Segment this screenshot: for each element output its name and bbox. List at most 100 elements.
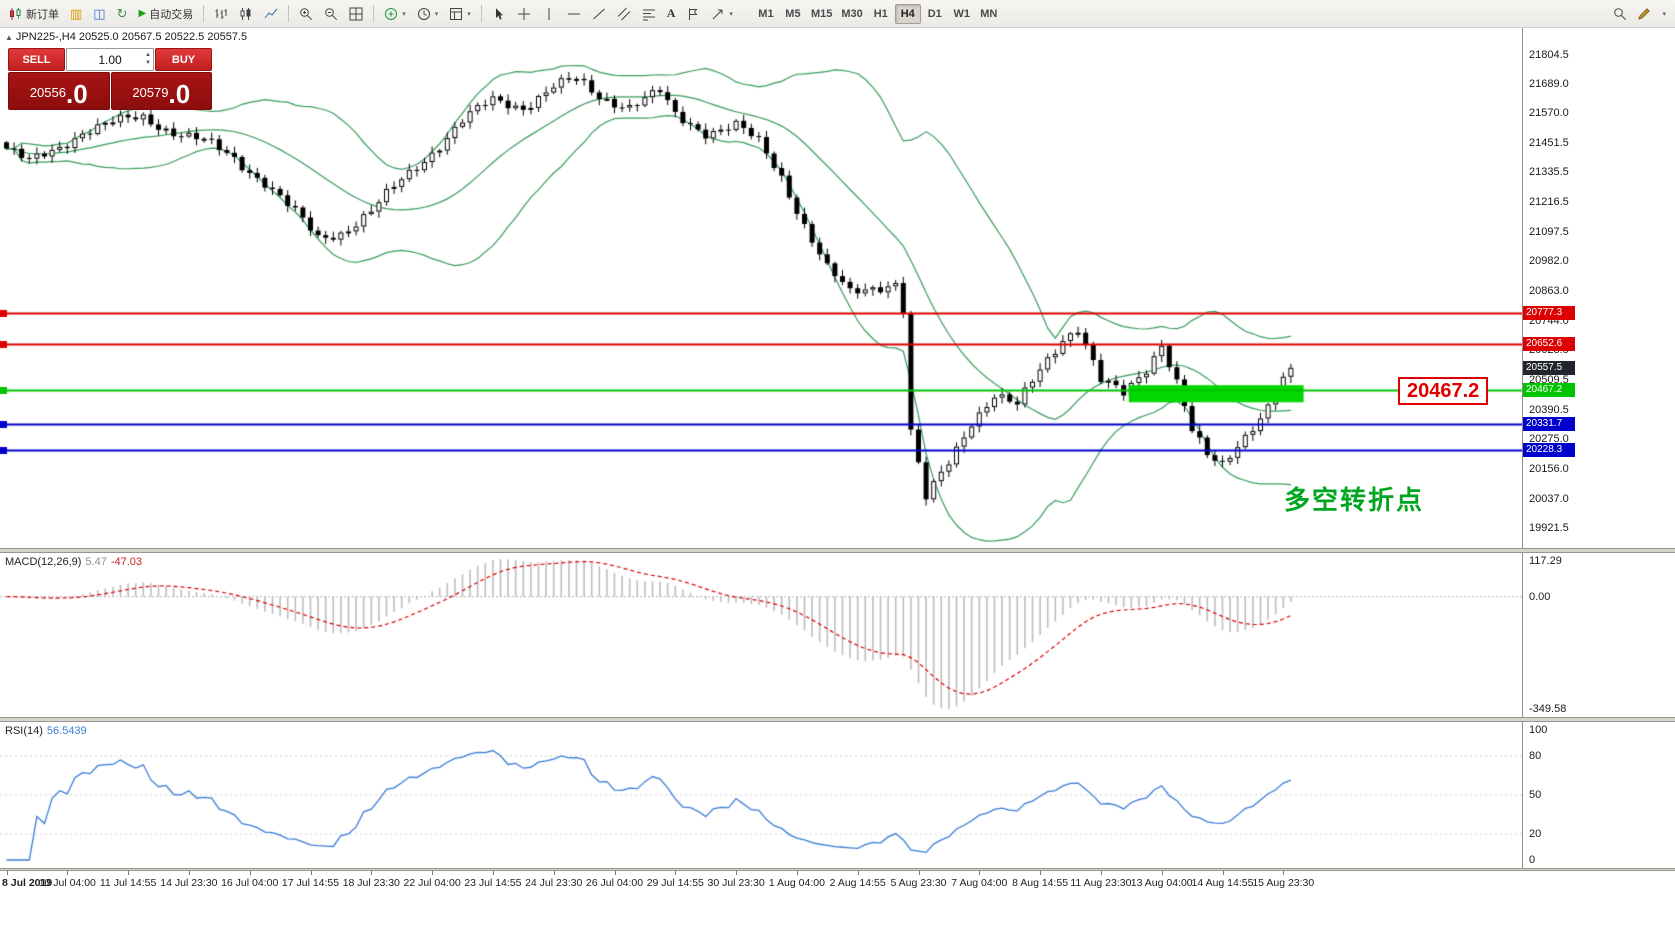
buy-button[interactable]: BUY bbox=[155, 48, 212, 71]
buy-price-box[interactable]: 20579.0 bbox=[110, 72, 212, 110]
rsi-value: 56.5439 bbox=[46, 725, 87, 737]
crosshair-tool-button[interactable] bbox=[512, 3, 536, 25]
macd-value-signal: -47.03 bbox=[110, 556, 143, 568]
toolbar-right-group: ▾ bbox=[1608, 3, 1671, 25]
indicators-button[interactable]: ▾ bbox=[379, 3, 411, 25]
navigator-button[interactable]: ↻ bbox=[112, 3, 133, 25]
timeframe-m5-button[interactable]: M5 bbox=[780, 4, 806, 24]
time-axis-label: 30 Jul 23:30 bbox=[707, 877, 765, 889]
time-axis-label: 11 Aug 23:30 bbox=[1070, 877, 1132, 889]
bar-chart-mode-button[interactable] bbox=[209, 3, 233, 25]
macd-axis[interactable]: 117.29 0.00 -349.58 bbox=[1522, 553, 1675, 717]
pencil-icon bbox=[1638, 7, 1651, 20]
time-tick bbox=[432, 871, 434, 875]
toolbar-separator bbox=[480, 5, 482, 22]
sell-price-box[interactable]: 20556.0 bbox=[8, 72, 110, 110]
text-tool-button[interactable]: A bbox=[662, 3, 681, 25]
chart-ohlc-text: JPN225-,H4 20525.0 20567.5 20522.5 20557… bbox=[15, 31, 248, 43]
macd-canvas[interactable] bbox=[0, 553, 1522, 717]
cursor-tool-button[interactable] bbox=[487, 3, 511, 25]
timeframe-m15-button[interactable]: M15 bbox=[807, 4, 836, 24]
rsi-axis[interactable]: 100 80 50 20 0 bbox=[1522, 722, 1675, 868]
axis-tick-label: 20275.0 bbox=[1529, 432, 1569, 445]
line-chart-mode-button[interactable] bbox=[259, 3, 283, 25]
timeframe-m30-button[interactable]: M30 bbox=[837, 4, 866, 24]
candlestick-mode-button[interactable] bbox=[234, 3, 258, 25]
data-window-button[interactable]: ◫ bbox=[88, 3, 110, 25]
axis-tick-label: 21689.0 bbox=[1529, 77, 1569, 90]
more-tools-button[interactable]: ▾ bbox=[1656, 3, 1671, 25]
cursor-icon bbox=[495, 7, 503, 20]
volume-up-icon[interactable]: ▲ bbox=[145, 52, 151, 58]
timeframe-mn-button[interactable]: MN bbox=[976, 4, 1002, 24]
buy-price-main: 20579 bbox=[132, 85, 169, 100]
vertical-line-tool-button[interactable] bbox=[537, 3, 561, 25]
time-tick bbox=[1161, 871, 1163, 875]
channel-tool-button[interactable] bbox=[612, 3, 636, 25]
volume-down-icon[interactable]: ▼ bbox=[145, 60, 151, 66]
fibonacci-icon bbox=[642, 9, 655, 20]
panel-separator[interactable] bbox=[0, 868, 1675, 871]
templates-button[interactable]: ▾ bbox=[444, 3, 476, 25]
sell-price-pips: .0 bbox=[65, 79, 88, 109]
zoom-out-button[interactable] bbox=[319, 3, 343, 25]
timeframe-h4-button[interactable]: H4 bbox=[894, 3, 921, 24]
time-tick bbox=[249, 871, 251, 875]
label-tool-button[interactable] bbox=[681, 3, 705, 25]
time-axis-label: 23 Jul 14:55 bbox=[464, 877, 522, 889]
time-axis-label: 16 Jul 04:00 bbox=[221, 877, 279, 889]
time-axis-label: 29 Jul 14:55 bbox=[646, 877, 704, 889]
timeframe-m1-button[interactable]: M1 bbox=[753, 4, 779, 24]
macd-panel: 117.29 0.00 -349.58 MACD(12,26,9) 5.47 -47.0… bbox=[0, 553, 1675, 717]
price-level-callout: 20467.2 bbox=[1398, 377, 1489, 406]
time-axis[interactable]: 8 Jul 2019 10 Jul 04:00 11 Jul 14:55 14 Jul… bbox=[0, 871, 1675, 950]
new-order-button[interactable]: 新订单 bbox=[4, 3, 64, 25]
chevron-down-icon: ▾ bbox=[402, 10, 406, 18]
volume-spinner[interactable]: 1.00 ▲ ▼ bbox=[66, 48, 154, 71]
sell-button[interactable]: SELL bbox=[8, 48, 65, 71]
main-chart-canvas[interactable] bbox=[0, 28, 1522, 548]
flag-icon bbox=[689, 8, 698, 20]
search-button[interactable] bbox=[1608, 3, 1632, 25]
rsi-canvas[interactable] bbox=[0, 722, 1522, 868]
time-tick bbox=[918, 871, 920, 875]
timeframe-toolbar: M1 M5 M15 M30 H1 H4 D1 W1 MN bbox=[753, 3, 1002, 24]
time-axis-label: 24 Jul 23:30 bbox=[525, 877, 583, 889]
crosshair-icon bbox=[517, 7, 530, 20]
autotrading-button[interactable]: ▶ 自动交易 bbox=[134, 3, 199, 25]
panel-separator[interactable] bbox=[0, 548, 1675, 553]
autotrading-label: 自动交易 bbox=[149, 8, 194, 21]
arrow-tool-icon bbox=[713, 9, 723, 19]
time-tick bbox=[553, 871, 555, 875]
axis-tick-label: 20390.5 bbox=[1529, 403, 1569, 416]
timeframe-d1-button[interactable]: D1 bbox=[922, 4, 948, 24]
panel-separator[interactable] bbox=[0, 717, 1675, 722]
indicators-icon bbox=[385, 7, 398, 20]
price-badge: 20331.7 bbox=[1523, 417, 1575, 432]
zoom-in-button[interactable] bbox=[294, 3, 318, 25]
chevron-down-icon: ▾ bbox=[434, 10, 439, 18]
toolbar-separator bbox=[288, 5, 290, 22]
axis-tick-label: -349.58 bbox=[1529, 703, 1567, 715]
time-axis-label: 8 Aug 14:55 bbox=[1012, 877, 1069, 889]
time-tick bbox=[796, 871, 798, 875]
trendline-tool-button[interactable] bbox=[587, 3, 611, 25]
price-axis[interactable]: 21804.5 21689.0 21570.0 21451.5 21335.5 21216… bbox=[1522, 28, 1675, 548]
time-axis-label: 22 Jul 04:00 bbox=[403, 877, 461, 889]
horizontal-line-tool-button[interactable] bbox=[562, 3, 586, 25]
market-watch-button[interactable]: ▥ bbox=[65, 3, 87, 25]
new-order-label: 新订单 bbox=[26, 8, 59, 21]
axis-tick-label: 20156.0 bbox=[1529, 462, 1569, 475]
price-badge: 20557.5 bbox=[1523, 360, 1575, 375]
timeframe-w1-button[interactable]: W1 bbox=[949, 4, 975, 24]
search-icon bbox=[1614, 7, 1627, 20]
time-tick bbox=[371, 871, 373, 875]
time-axis-label: 5 Aug 23:30 bbox=[890, 877, 947, 889]
timeframe-h1-button[interactable]: H1 bbox=[868, 4, 894, 24]
axis-tick-label: 50 bbox=[1529, 789, 1542, 801]
tile-windows-button[interactable] bbox=[344, 3, 368, 25]
fibonacci-tool-button[interactable] bbox=[637, 3, 661, 25]
arrows-tool-button[interactable]: ▾ bbox=[706, 3, 738, 25]
periods-button[interactable]: ▾ bbox=[412, 3, 444, 25]
quick-edit-button[interactable] bbox=[1632, 3, 1656, 25]
